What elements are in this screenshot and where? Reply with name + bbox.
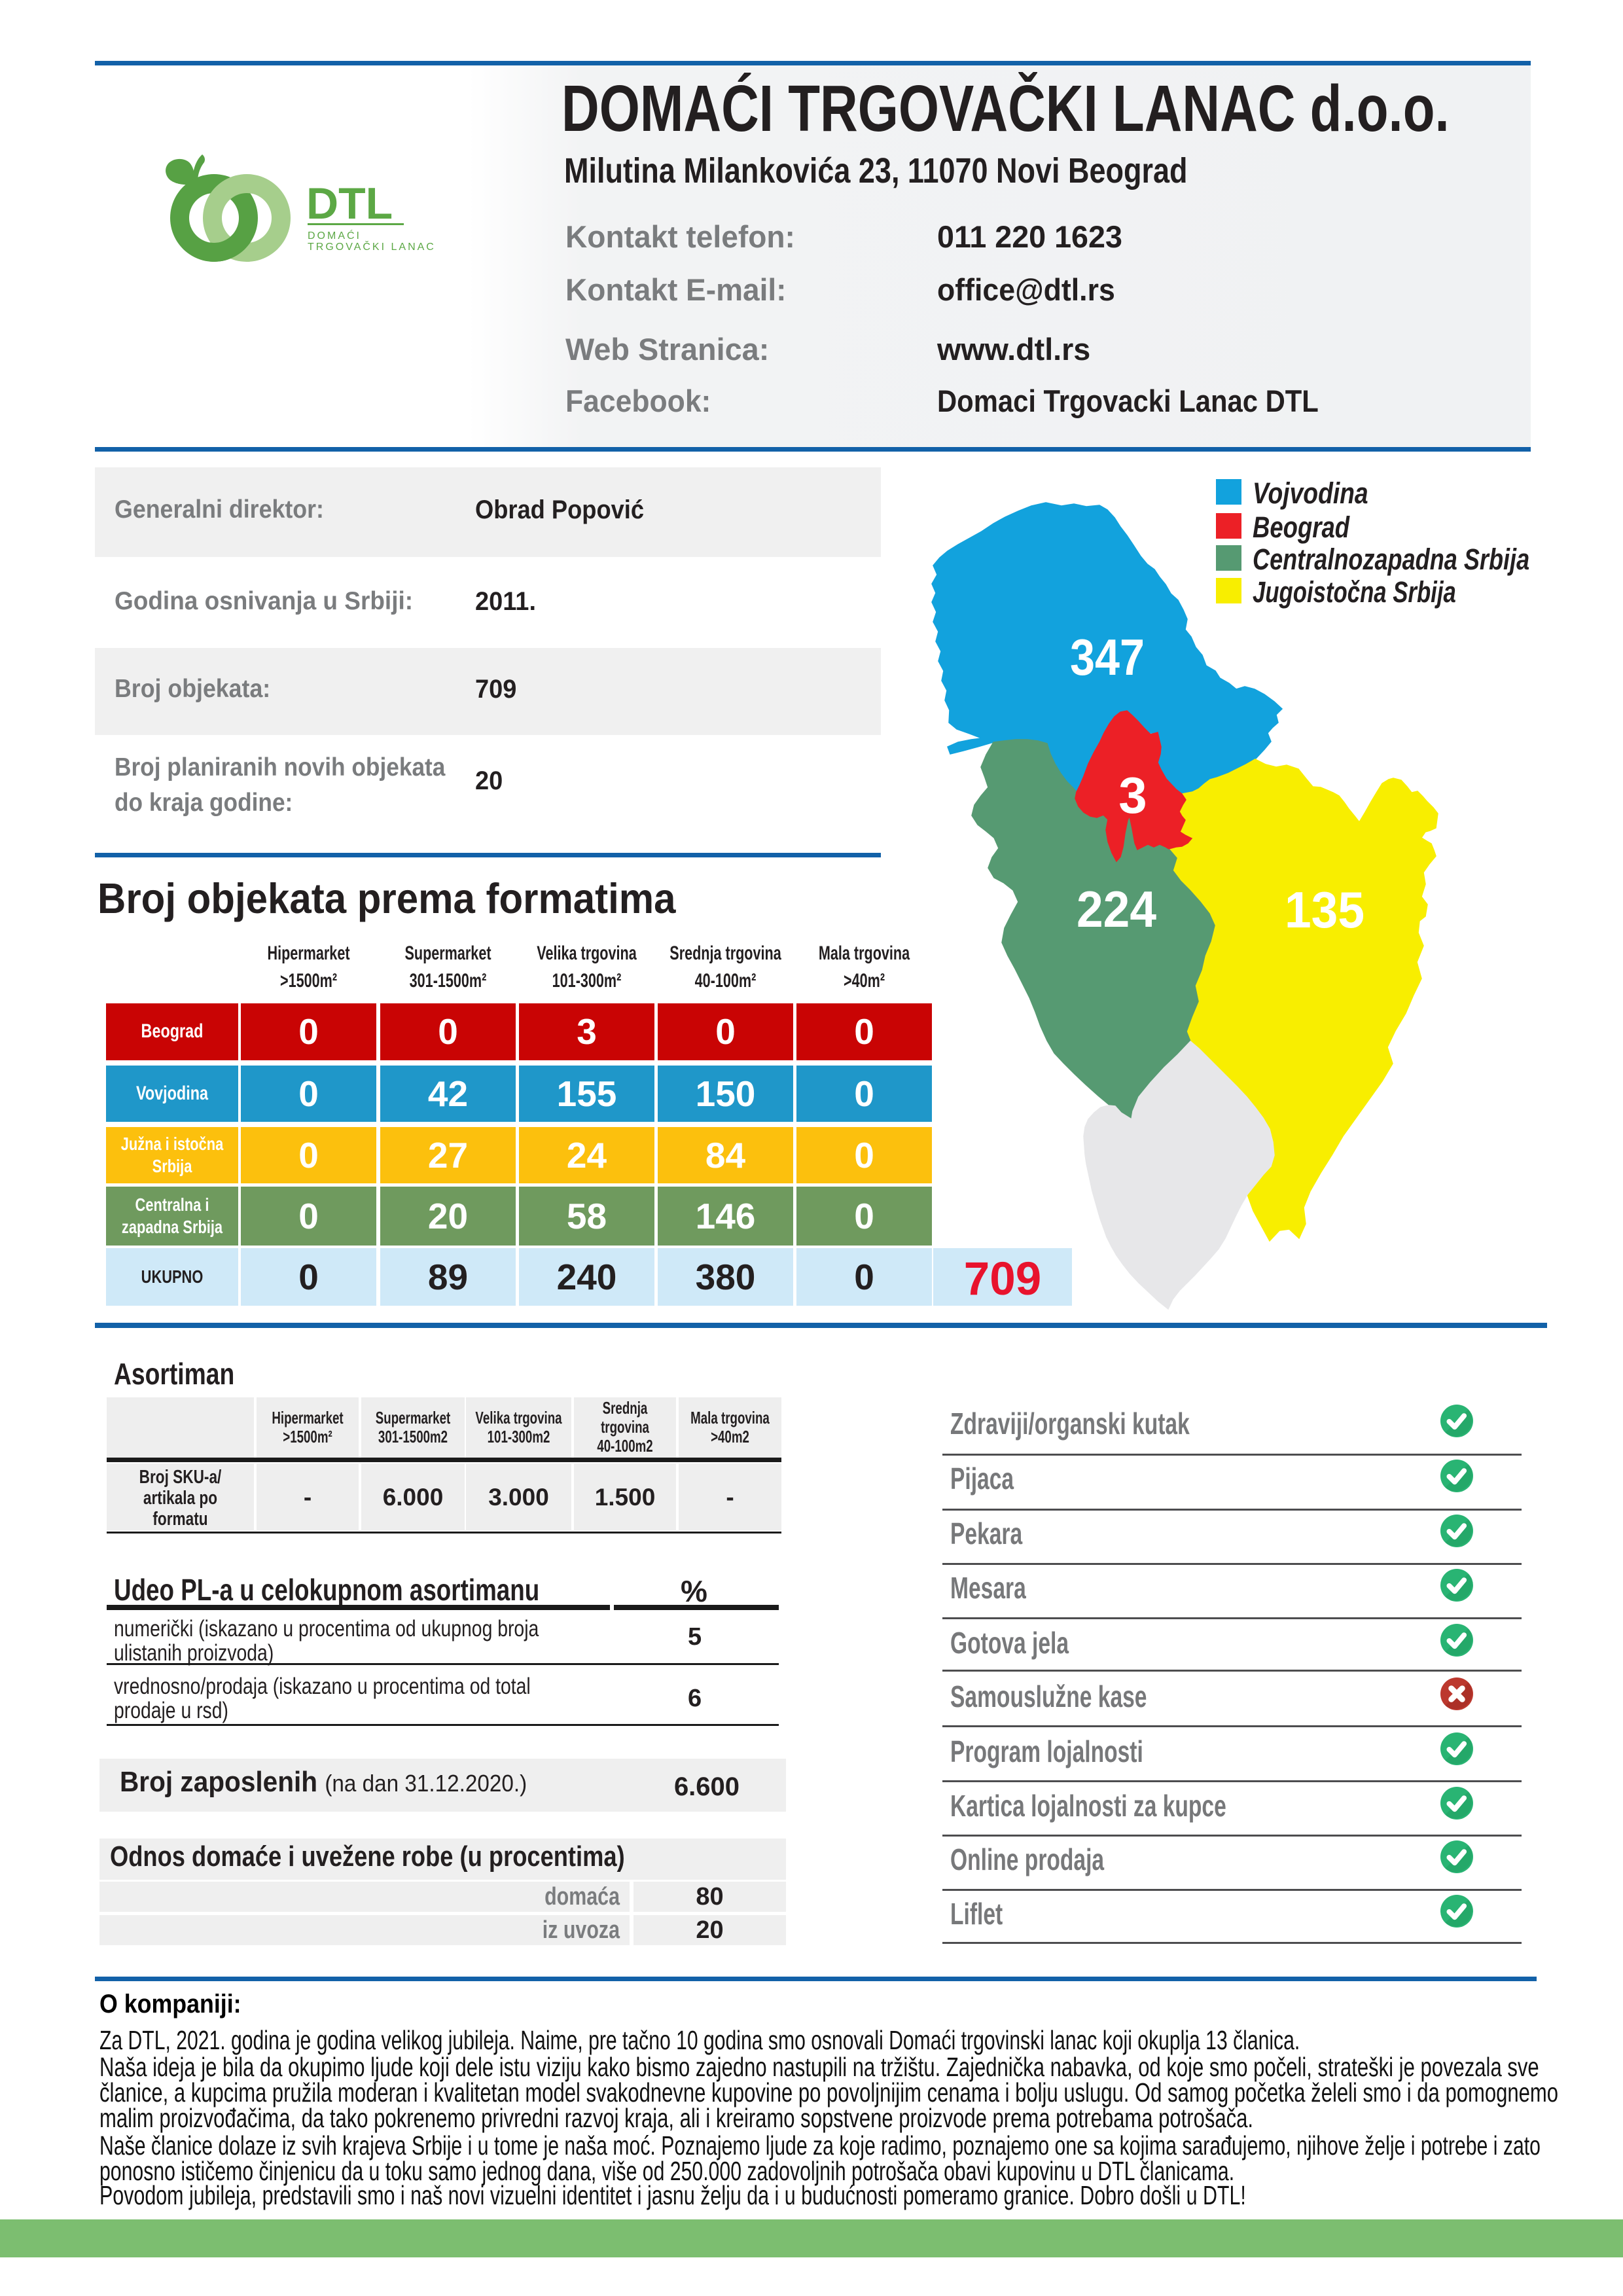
svg-text:135: 135 xyxy=(1285,881,1364,939)
svg-text:TRGOVAČKI LANAC: TRGOVAČKI LANAC xyxy=(308,240,436,253)
svg-text:DOMAĆI: DOMAĆI xyxy=(308,229,361,242)
svg-text:224: 224 xyxy=(1077,880,1156,938)
svg-text:347: 347 xyxy=(1070,628,1145,686)
svg-text:DTL: DTL xyxy=(306,179,393,228)
svg-text:3: 3 xyxy=(1118,766,1147,824)
